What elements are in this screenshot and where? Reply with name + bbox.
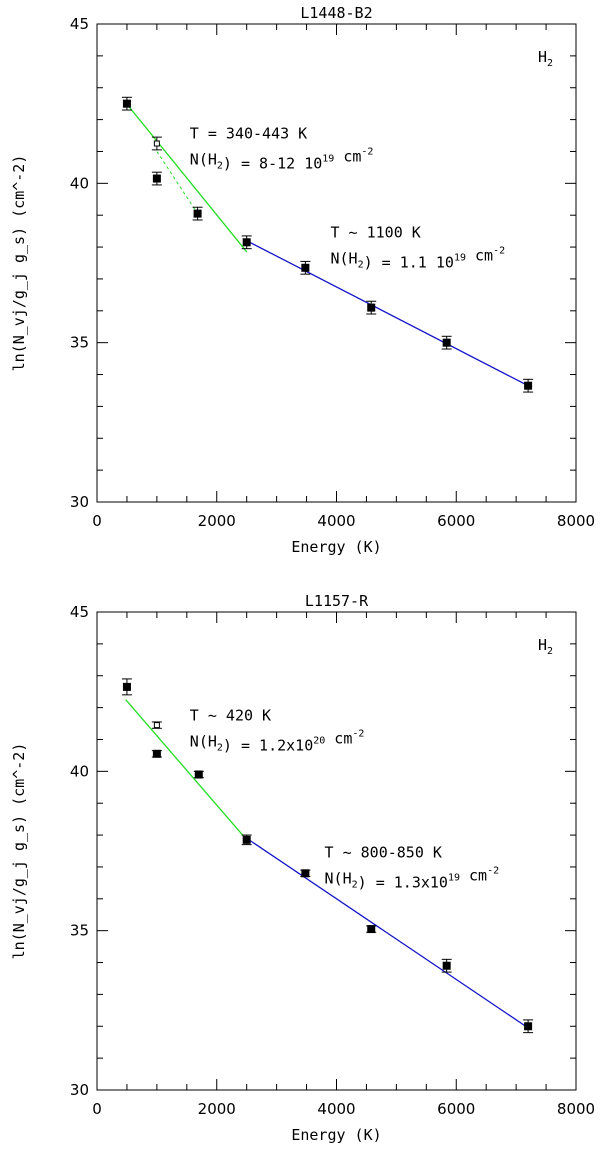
annotation-line: N(H2) = 8-12 1019 cm-2 [190, 147, 374, 173]
y-tick-label: 35 [70, 922, 89, 940]
annotation-text: ) = 1.1 10 [364, 254, 454, 272]
annotation-superscript: -2 [361, 147, 373, 158]
annotation-text: N(H [190, 732, 217, 750]
data-point [301, 263, 310, 272]
fit-line [123, 100, 248, 253]
fit-line-dashed [156, 151, 199, 214]
annotation-superscript: -2 [493, 246, 505, 257]
annotation-line: N(H2) = 1.2x1020 cm-2 [190, 728, 365, 754]
annotation-subscript: 2 [217, 742, 223, 753]
annotation-text: ) = 1.2x10 [223, 736, 313, 754]
y-axis-label: ln(N_vj/g_j g_s) (cm^-2) [10, 743, 28, 960]
data-point [442, 961, 451, 970]
annotation-line: T = 340-443 K [190, 125, 307, 143]
x-tick-label: 8000 [557, 512, 595, 530]
annotation-superscript: 20 [313, 735, 325, 746]
data-point [242, 238, 251, 247]
x-tick-label: 6000 [437, 512, 475, 530]
annotation-superscript: -2 [487, 865, 499, 876]
annotation-text: N(H [190, 151, 217, 169]
data-point [367, 925, 376, 934]
y-tick-label: 35 [70, 334, 89, 352]
y-tick-label: 40 [70, 174, 89, 192]
annotation-text: T ~ 1100 K [331, 224, 421, 242]
annotation-subscript: 2 [352, 879, 358, 890]
fit-line [125, 699, 248, 841]
y-tick-label: 45 [70, 15, 89, 33]
annotation-superscript: -2 [352, 728, 364, 739]
data-point [524, 1022, 533, 1031]
data-point [152, 174, 161, 183]
annotation-superscript: 19 [454, 253, 466, 264]
x-axis-label: Energy (K) [291, 538, 381, 556]
species-text: H [538, 48, 547, 66]
y-tick-label: 30 [70, 493, 89, 511]
data-point [367, 303, 376, 312]
annotation-line: N(H2) = 1.1 1019 cm-2 [331, 246, 506, 272]
annotation-superscript: 19 [448, 872, 460, 883]
annotation-text: T = 340-443 K [190, 125, 307, 143]
x-tick-label: 2000 [198, 1100, 236, 1118]
data-point [524, 381, 533, 390]
species-label: H2 [538, 636, 553, 657]
annotation-text: ) = 8-12 10 [223, 155, 322, 173]
x-tick-label: 8000 [557, 1100, 595, 1118]
annotation-text: T ~ 800-850 K [325, 843, 442, 861]
y-tick-label: 40 [70, 762, 89, 780]
data-point [193, 209, 202, 218]
annotation-line: T ~ 1100 K [331, 224, 421, 242]
annotation-text: T ~ 420 K [190, 706, 271, 724]
annotation-subscript: 2 [358, 260, 364, 271]
fit-line [246, 240, 529, 387]
fit-line [246, 837, 529, 1029]
chart-title: L1448-B2 [300, 4, 372, 22]
species-label: H2 [538, 48, 553, 69]
annotation-line: T ~ 800-850 K [325, 843, 442, 861]
x-tick-label: 2000 [198, 512, 236, 530]
x-tick-label: 0 [92, 512, 102, 530]
species-subscript: 2 [547, 58, 553, 69]
species-subscript: 2 [547, 646, 553, 657]
annotation-line: N(H2) = 1.3x1019 cm-2 [325, 865, 500, 891]
data-point [242, 835, 251, 844]
annotation-text: ) = 1.3x10 [358, 873, 448, 891]
y-axis-label: ln(N_vj/g_j g_s) (cm^-2) [10, 155, 28, 372]
annotation-text: cm [334, 148, 361, 166]
annotation-line: T ~ 420 K [190, 706, 271, 724]
y-tick-label: 45 [70, 603, 89, 621]
x-axis-label: Energy (K) [291, 1126, 381, 1144]
x-tick-label: 4000 [317, 1100, 355, 1118]
panel-l1448-b2: L1448-B2 0 2000 4000 6000 8000 30 35 40 45 Energy … [10, 4, 595, 556]
x-tick-label: 4000 [317, 512, 355, 530]
annotation-text: N(H [331, 250, 358, 268]
data-point [194, 770, 203, 779]
x-tick-label: 6000 [437, 1100, 475, 1118]
annotation-subscript: 2 [217, 161, 223, 172]
chart-title: L1157-R [305, 592, 369, 610]
data-point-open [153, 140, 160, 147]
y-tick-label: 30 [70, 1081, 89, 1099]
data-point-open [153, 722, 160, 729]
data-point [122, 682, 131, 691]
annotation-text: cm [460, 866, 487, 884]
annotation-text: cm [325, 729, 352, 747]
data-point [442, 338, 451, 347]
x-tick-label: 0 [92, 1100, 102, 1118]
annotation-text: N(H [325, 869, 352, 887]
species-text: H [538, 636, 547, 654]
data-point [301, 869, 310, 878]
data-point [152, 749, 161, 758]
annotation-text: cm [466, 247, 493, 265]
data-point [122, 99, 131, 108]
panel-l1157-r: L1157-R 0 2000 4000 6000 8000 30 35 40 45 Energy (… [10, 592, 595, 1144]
annotation-superscript: 19 [322, 154, 334, 165]
